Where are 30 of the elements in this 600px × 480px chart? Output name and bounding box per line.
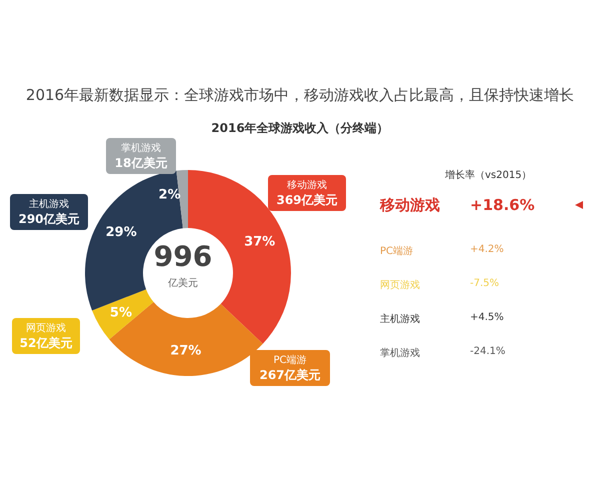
data-label: 369亿美元 — [275, 192, 339, 209]
data-label: 267亿美元 — [258, 367, 322, 384]
text: -7.5% — [470, 278, 500, 289]
category-label: 移动游戏 — [380, 196, 440, 215]
category-label: PC端游 — [380, 244, 414, 258]
category-label: 主机游戏 — [380, 312, 420, 326]
text: 996 — [152, 240, 214, 273]
text: 27% — [170, 343, 202, 358]
slice-label: 移动游戏 — [286, 178, 328, 192]
slice-label: 网页游戏 — [25, 322, 67, 335]
text: 增长率（vs2015） — [445, 168, 532, 182]
data-label: 18亿美元 — [114, 155, 168, 172]
data-label: 290亿美元 — [17, 211, 81, 228]
chart-subtitle: 2016年全球游戏收入（分终端） — [210, 120, 390, 137]
text: +4.5% — [470, 312, 504, 323]
category-label: 网页游戏 — [380, 278, 420, 292]
text: 亿美元 — [167, 276, 199, 290]
text: 29% — [106, 225, 137, 240]
chart-title: 2016年最新数据显示：全球游戏市场中，移动游戏收入占比最高，且保持快速增长 — [24, 86, 576, 105]
text: +18.6% — [470, 196, 535, 214]
data-label: 52亿美元 — [18, 335, 74, 352]
text: -24.1% — [470, 346, 506, 357]
text: 37% — [244, 234, 276, 250]
text: +4.2% — [470, 244, 504, 255]
category-label: 掌机游戏 — [380, 346, 420, 360]
donut-slice — [92, 289, 154, 340]
slice-label: 掌机游戏 — [120, 142, 162, 155]
slice-label: PC端游 — [272, 354, 308, 367]
slice-label: 主机游戏 — [28, 198, 70, 211]
text: 5% — [110, 305, 132, 320]
